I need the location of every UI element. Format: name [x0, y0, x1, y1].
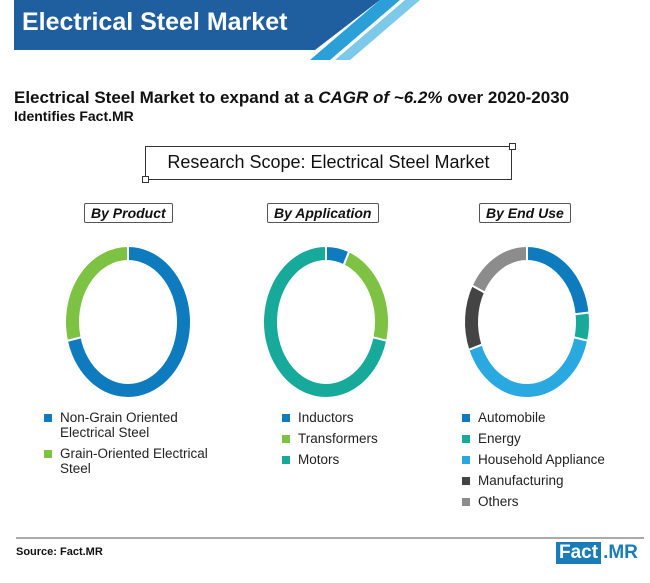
logo-part: .MR — [603, 542, 638, 563]
headline: Electrical Steel Market to expand at a C… — [14, 88, 569, 108]
legend-item: Energy — [462, 431, 605, 446]
cagr-text: CAGR of ~6.2% — [318, 88, 443, 107]
donut-slice — [64, 244, 129, 343]
legend-label: Transformers — [298, 431, 378, 446]
legend-label: Manufacturing — [478, 473, 564, 488]
legend-item: Others — [462, 494, 605, 509]
chart-title-application: By Application — [267, 203, 379, 223]
headline-period: over 2020-2030 — [442, 88, 570, 107]
donut-slice — [262, 244, 389, 399]
legend-label: Energy — [478, 431, 521, 446]
legend-swatch — [282, 414, 290, 422]
legend-product: Non-Grain Oriented Electrical Steel Grain… — [44, 410, 214, 482]
donut-slice — [463, 283, 487, 352]
legend-label: Automobile — [478, 410, 546, 425]
title-banner — [14, 0, 420, 60]
legend-swatch — [282, 435, 290, 443]
legend-swatch — [462, 456, 470, 464]
legend-label: Others — [478, 494, 519, 509]
legend-item: Household Appliance — [462, 452, 605, 467]
legend-label: Grain-Oriented Electrical Steel — [60, 446, 208, 476]
legend-swatch — [44, 450, 52, 458]
headline-text: Electrical Steel Market to expand at a — [14, 88, 319, 107]
donut-slice — [470, 244, 528, 295]
legend-end-use: Automobile Energy Household Appliance Manuf… — [462, 410, 605, 515]
source-text: Source: Fact.MR — [16, 546, 103, 558]
legend-item: Manufacturing — [462, 473, 605, 488]
legend-swatch — [282, 456, 290, 464]
legend-label: Household Appliance — [478, 452, 605, 467]
footer-divider — [16, 537, 644, 539]
corner-handle — [142, 176, 149, 183]
legend-label: Motors — [298, 452, 340, 467]
legend-item: Inductors — [282, 410, 378, 425]
legend-swatch — [462, 477, 470, 485]
legend-item: Motors — [282, 452, 378, 467]
legend-item: Grain-Oriented Electrical Steel — [44, 446, 214, 476]
legend-label: Inductors — [298, 410, 354, 425]
donut-slice — [572, 311, 591, 343]
donut-slice — [342, 249, 390, 343]
subheadline: Identifies Fact.MR — [14, 108, 134, 124]
legend-swatch — [462, 414, 470, 422]
corner-handle — [509, 143, 516, 150]
legend-label: Non-Grain Oriented Electrical Steel — [60, 410, 178, 440]
chart-title-product: By Product — [84, 203, 173, 223]
legend-application: Inductors Transformers Motors — [282, 410, 378, 473]
legend-item: Non-Grain Oriented Electrical Steel — [44, 410, 214, 440]
donut-charts — [64, 244, 591, 399]
banner-title: Electrical Steel Market — [22, 8, 288, 36]
legend-item: Transformers — [282, 431, 378, 446]
legend-swatch — [44, 414, 52, 422]
chart-title-end-use: By End Use — [479, 203, 571, 223]
donut-slice — [467, 335, 590, 399]
scope-title: Research Scope: Electrical Steel Market — [145, 146, 512, 180]
logo-part: Fact — [556, 542, 602, 564]
donut-slice — [526, 244, 591, 316]
legend-swatch — [462, 435, 470, 443]
donut-slice — [65, 244, 192, 399]
legend-item: Automobile — [462, 410, 605, 425]
legend-swatch — [462, 498, 470, 506]
factmr-logo: Fact .MR — [556, 542, 638, 564]
